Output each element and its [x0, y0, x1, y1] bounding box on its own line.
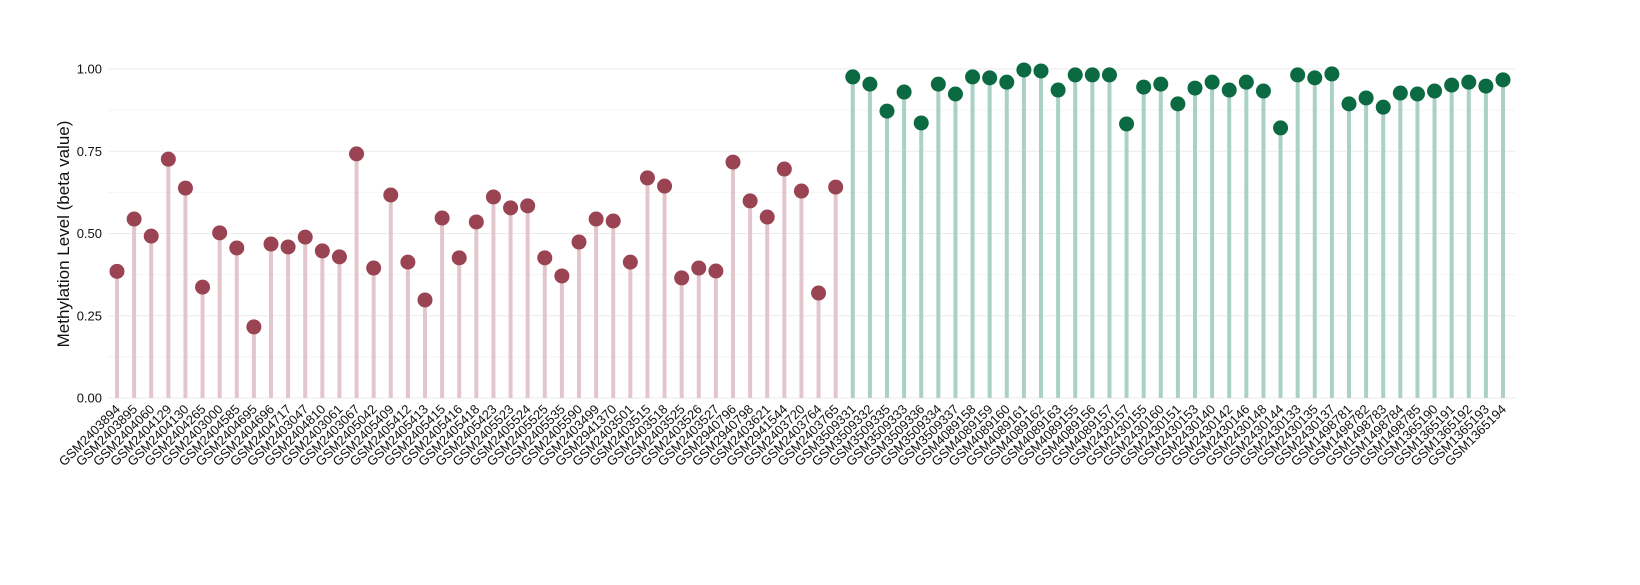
- data-point: [1307, 70, 1323, 86]
- data-point: [793, 183, 809, 199]
- stems: [115, 69, 1505, 398]
- data-point: [828, 179, 844, 195]
- data-point: [982, 70, 998, 86]
- data-point: [263, 236, 279, 252]
- data-point: [1050, 82, 1066, 98]
- data-point: [1221, 82, 1237, 98]
- data-point: [605, 213, 621, 229]
- data-point: [708, 263, 724, 279]
- data-point: [195, 279, 211, 295]
- data-point: [1290, 67, 1306, 83]
- data-point: [1324, 66, 1340, 82]
- data-point: [639, 170, 655, 186]
- data-point: [1392, 85, 1408, 101]
- data-point: [913, 115, 929, 131]
- data-point: [811, 285, 827, 301]
- data-point: [1187, 80, 1203, 96]
- data-point: [143, 228, 159, 244]
- data-point: [177, 180, 193, 196]
- data-point: [383, 187, 399, 203]
- y-tick-label: 0.00: [77, 391, 102, 406]
- data-point: [1170, 96, 1186, 112]
- data-point: [999, 74, 1015, 90]
- y-tick-label: 0.25: [77, 308, 102, 323]
- data-point: [930, 76, 946, 92]
- y-axis-label: Methylation Level (beta value): [54, 121, 73, 348]
- data-point: [434, 210, 450, 226]
- data-point: [1033, 63, 1049, 79]
- y-tick-label: 0.75: [77, 144, 102, 159]
- data-point: [896, 84, 912, 100]
- data-point: [674, 270, 690, 286]
- data-point: [1101, 67, 1117, 83]
- data-point: [537, 250, 553, 266]
- y-tick-label: 0.50: [77, 226, 102, 241]
- data-point: [366, 260, 382, 276]
- data-point: [1427, 83, 1443, 99]
- data-point: [1067, 67, 1083, 83]
- data-point: [451, 250, 467, 266]
- data-point: [657, 178, 673, 194]
- data-point: [1255, 83, 1271, 99]
- data-point: [1495, 72, 1511, 88]
- data-point: [468, 214, 484, 230]
- data-point: [862, 76, 878, 92]
- data-point: [1478, 78, 1494, 94]
- data-point: [776, 161, 792, 177]
- data-point: [759, 209, 775, 225]
- data-point: [400, 254, 416, 270]
- data-point: [1238, 74, 1254, 90]
- data-point: [297, 229, 313, 245]
- data-point: [588, 211, 604, 227]
- data-point: [554, 268, 570, 284]
- data-point: [520, 198, 536, 214]
- data-point: [1273, 120, 1289, 136]
- data-point: [725, 154, 741, 170]
- data-point: [845, 69, 861, 85]
- data-point: [1016, 62, 1032, 78]
- data-point: [1341, 96, 1357, 112]
- data-point: [1153, 76, 1169, 92]
- data-point: [622, 254, 638, 270]
- x-axis-tick-labels: GSM2403894GSM2403895GSM2404060GSM2404129…: [56, 402, 1509, 469]
- points: [109, 62, 1511, 335]
- data-point: [1461, 74, 1477, 90]
- data-point: [965, 69, 981, 85]
- data-point: [1358, 90, 1374, 106]
- y-tick-label: 1.00: [77, 62, 102, 77]
- data-point: [1119, 116, 1135, 132]
- data-point: [742, 193, 758, 209]
- data-point: [1204, 74, 1220, 90]
- data-point: [331, 249, 347, 265]
- data-point: [1444, 77, 1460, 93]
- data-point: [109, 263, 125, 279]
- data-point: [126, 211, 142, 227]
- data-point: [349, 146, 365, 162]
- data-point: [485, 189, 501, 205]
- data-point: [879, 103, 895, 119]
- y-axis: 0.00 0.25 0.50 0.75 1.00: [77, 62, 102, 406]
- data-point: [314, 243, 330, 259]
- data-point: [229, 240, 245, 256]
- data-point: [1375, 99, 1391, 115]
- data-point: [1136, 79, 1152, 95]
- data-point: [947, 86, 963, 102]
- data-point: [160, 151, 176, 167]
- data-point: [417, 292, 433, 308]
- data-point: [691, 260, 707, 276]
- data-point: [571, 234, 587, 250]
- data-point: [503, 200, 519, 216]
- data-point: [280, 239, 296, 255]
- data-point: [246, 319, 262, 335]
- data-point: [1084, 67, 1100, 83]
- gridlines: [108, 68, 1515, 399]
- data-point: [212, 225, 228, 241]
- data-point: [1409, 86, 1425, 102]
